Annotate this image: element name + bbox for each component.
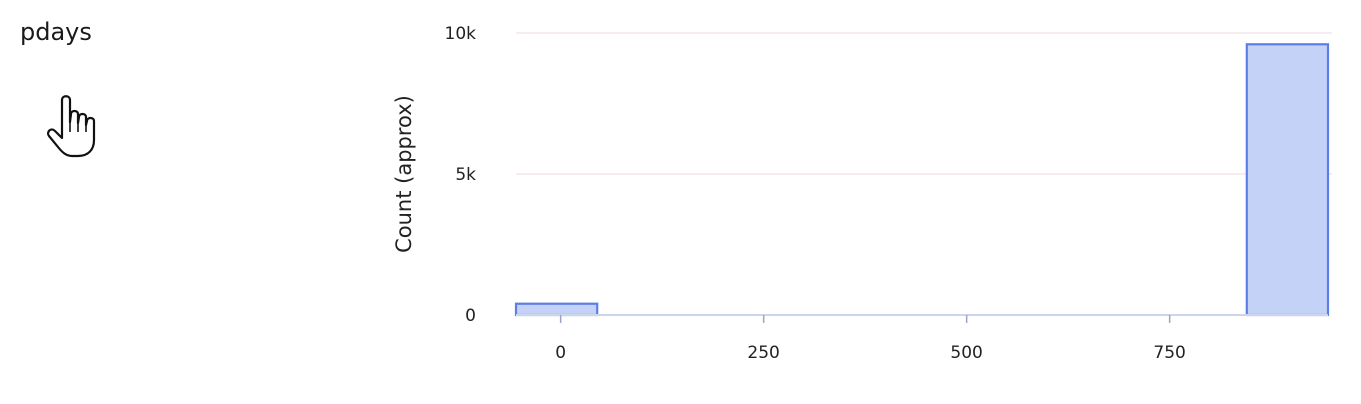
pointer-hand-icon xyxy=(47,95,96,158)
y-axis-label: Count (approx) xyxy=(392,95,416,253)
x-tick-label-0: 0 xyxy=(555,343,566,363)
histogram-bar-1 xyxy=(1245,43,1330,317)
histogram-bar-0 xyxy=(514,302,599,317)
histogram-bars xyxy=(514,43,1330,317)
x-tick-label-1: 250 xyxy=(747,343,779,363)
y-tick-label-1: 5k xyxy=(455,165,476,185)
x-tick-label-2: 500 xyxy=(950,343,982,363)
y-tick-label-0: 0 xyxy=(465,306,476,326)
y-axis-ticks: 0 5k 10k xyxy=(445,24,477,326)
field-name: pdays xyxy=(20,18,92,46)
y-tick-label-2: 10k xyxy=(445,24,477,44)
grid-lines xyxy=(516,32,1332,175)
x-tick-label-3: 750 xyxy=(1153,343,1185,363)
x-axis-ticks: 0 250 500 750 xyxy=(555,315,1186,363)
